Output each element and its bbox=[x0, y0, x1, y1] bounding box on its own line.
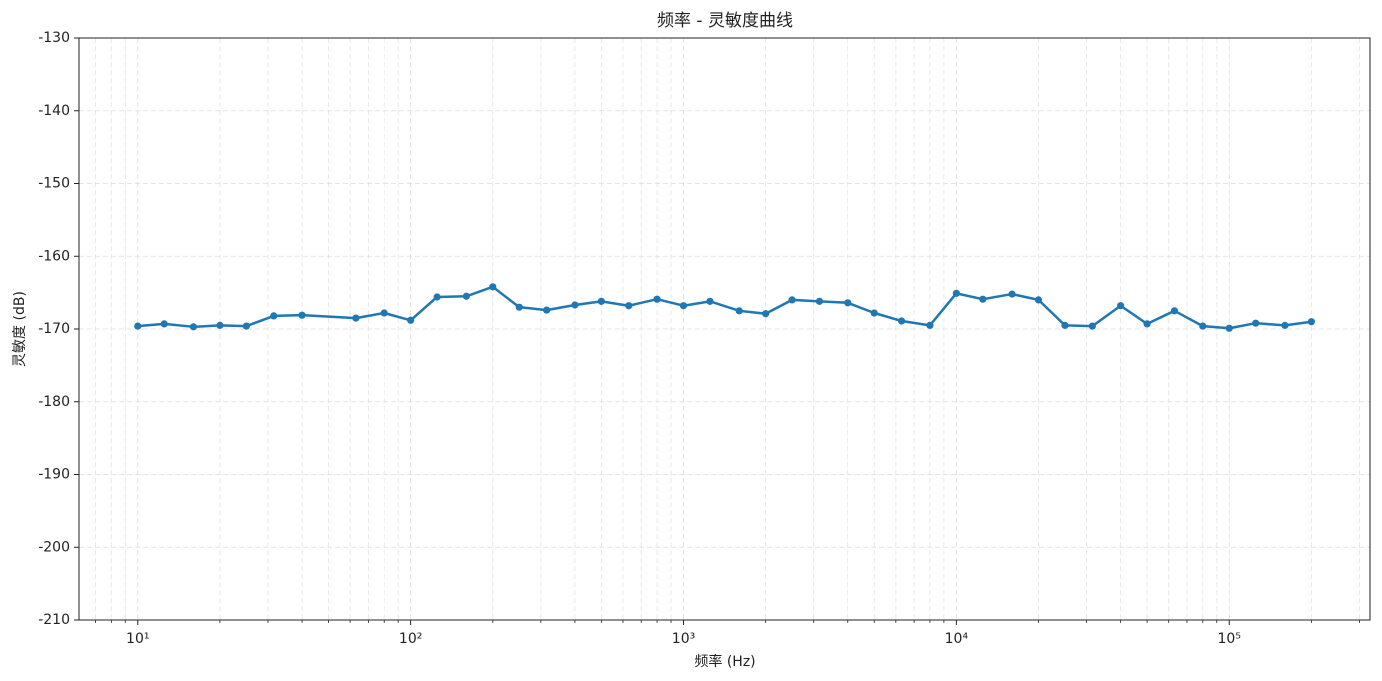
data-point bbox=[407, 316, 415, 324]
data-point bbox=[762, 310, 770, 318]
y-tick-label: -190 bbox=[38, 467, 70, 483]
data-point bbox=[543, 306, 551, 314]
x-tick-label: 10⁵ bbox=[1218, 631, 1241, 647]
x-tick-label: 10⁴ bbox=[945, 631, 969, 647]
data-point bbox=[1034, 296, 1043, 304]
y-tick-label: -130 bbox=[38, 30, 70, 46]
data-point bbox=[926, 321, 934, 329]
data-point bbox=[270, 312, 278, 320]
data-point bbox=[653, 295, 661, 303]
y-tick-label: -160 bbox=[38, 248, 70, 264]
data-point bbox=[735, 307, 743, 315]
data-point bbox=[352, 314, 360, 322]
x-tick-label: 10² bbox=[399, 631, 422, 647]
data-point bbox=[1008, 290, 1016, 298]
series-line bbox=[137, 285, 1312, 330]
data-point bbox=[679, 302, 688, 310]
data-point bbox=[979, 295, 987, 303]
data-point bbox=[952, 289, 960, 297]
data-point bbox=[1117, 302, 1125, 310]
data-point bbox=[515, 303, 523, 311]
data-point bbox=[815, 297, 824, 305]
data-point bbox=[1061, 321, 1069, 329]
y-tick-label: -210 bbox=[38, 612, 70, 628]
data-point bbox=[870, 309, 878, 317]
data-point bbox=[597, 297, 605, 305]
x-tick-label: 10³ bbox=[672, 631, 695, 647]
data-point bbox=[625, 302, 633, 310]
y-tick-label: -140 bbox=[38, 103, 70, 119]
y-tick-label: -170 bbox=[38, 321, 70, 337]
data-point bbox=[1199, 322, 1207, 330]
data-point bbox=[433, 293, 441, 301]
data-point bbox=[1307, 318, 1315, 326]
data-point bbox=[134, 322, 142, 330]
data-point bbox=[160, 320, 168, 328]
data-point bbox=[1143, 320, 1151, 328]
y-tick-label: -180 bbox=[38, 394, 70, 410]
data-point bbox=[706, 297, 714, 305]
data-point bbox=[462, 292, 470, 300]
data-point bbox=[298, 311, 306, 319]
data-point bbox=[1252, 319, 1260, 327]
data-point bbox=[898, 317, 906, 325]
plot-frame bbox=[78, 37, 1371, 621]
data-point bbox=[380, 309, 388, 317]
x-tick-label: 10¹ bbox=[126, 631, 149, 647]
y-tick-label: -200 bbox=[38, 539, 70, 555]
data-point bbox=[189, 323, 198, 331]
y-tick-label: -150 bbox=[38, 176, 70, 192]
data-point bbox=[1281, 321, 1289, 329]
data-point bbox=[571, 301, 579, 309]
data-point bbox=[242, 322, 250, 330]
data-point bbox=[1088, 322, 1096, 330]
data-point bbox=[1170, 307, 1179, 315]
data-point bbox=[216, 321, 224, 329]
data-point bbox=[1225, 324, 1233, 332]
y-axis-label: 灵敏度 (dB) bbox=[12, 291, 28, 367]
data-point bbox=[788, 296, 796, 304]
chart-title: 频率 - 灵敏度曲线 bbox=[657, 11, 793, 31]
data-point bbox=[489, 283, 497, 291]
data-point bbox=[844, 299, 852, 307]
x-axis-label: 频率 (Hz) bbox=[694, 653, 755, 670]
